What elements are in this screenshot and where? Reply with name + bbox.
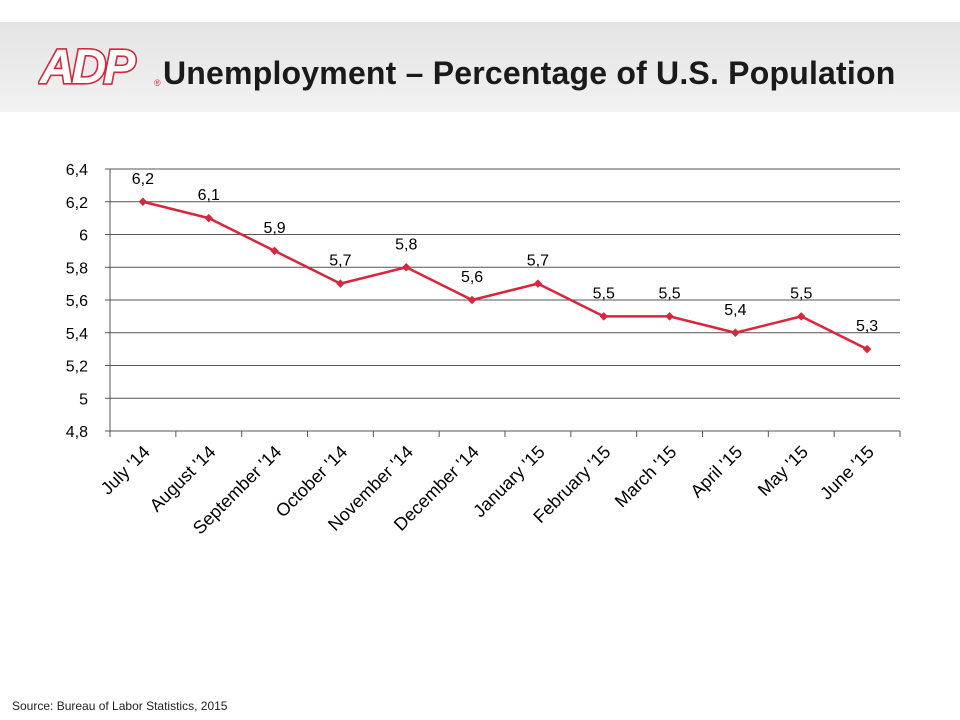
gridlines [110, 168, 900, 399]
data-labels: 6,2 6,1 5,9 5,7 5,8 5,6 5,7 5,5 5,5 5,4 5,5 5,3 [132, 171, 879, 335]
data-label: 5,4 [724, 302, 746, 319]
data-point [138, 197, 148, 206]
series-line [142, 200, 868, 351]
x-tick-label: March '15 [611, 442, 681, 512]
data-point [270, 246, 279, 256]
data-label: 5,7 [527, 253, 549, 270]
data-label: 5,5 [593, 285, 615, 302]
data-point [665, 312, 674, 321]
data-point [204, 213, 213, 223]
x-tick-label: July '14 [97, 442, 154, 499]
page-title: Unemployment – Percentage of U.S. Popula… [163, 55, 896, 91]
data-label: 6,2 [132, 171, 154, 188]
data-point [467, 295, 477, 305]
data-label: 5,7 [329, 253, 351, 270]
data-label: 5,9 [263, 220, 285, 237]
data-point [336, 279, 345, 288]
x-tick-label: April '15 [687, 442, 747, 502]
data-point [599, 312, 608, 321]
axes [105, 168, 901, 437]
y-tick-label: 4,8 [66, 424, 88, 441]
data-label: 5,5 [658, 285, 680, 302]
data-point [731, 328, 740, 337]
data-point [862, 344, 872, 354]
y-tick-label: 6 [79, 228, 88, 245]
logo-wordmark: ADP [39, 42, 136, 90]
y-tick-label: 6,2 [66, 195, 88, 212]
series [138, 197, 872, 354]
header-band [0, 22, 960, 112]
y-tick-labels: 4,8 5 5,2 5,4 5,6 5,8 6 6,2 6,4 [66, 162, 88, 441]
data-point [533, 279, 543, 288]
y-tick-label: 5,4 [66, 326, 88, 343]
y-tick-label: 5,6 [66, 293, 88, 310]
data-label: 5,5 [790, 285, 812, 302]
y-tick-label: 5,2 [66, 359, 88, 376]
data-point [797, 312, 806, 321]
logo-registered-mark: ® [154, 78, 161, 88]
y-tick-label: 6,4 [66, 162, 88, 179]
y-tick-label: 5 [79, 391, 88, 408]
data-label: 5,8 [395, 236, 417, 253]
x-tick-label: May '15 [754, 442, 812, 500]
source-note: Source: Bureau of Labor Statistics, 2015 [12, 699, 228, 713]
x-tick-label: June '15 [816, 442, 878, 504]
data-point [402, 263, 411, 272]
data-label: 6,1 [198, 187, 220, 204]
adp-logo: ADP ® [38, 42, 161, 90]
y-tick-label: 5,8 [66, 260, 88, 277]
data-label: 5,3 [856, 318, 878, 335]
data-label: 5,6 [461, 269, 483, 286]
